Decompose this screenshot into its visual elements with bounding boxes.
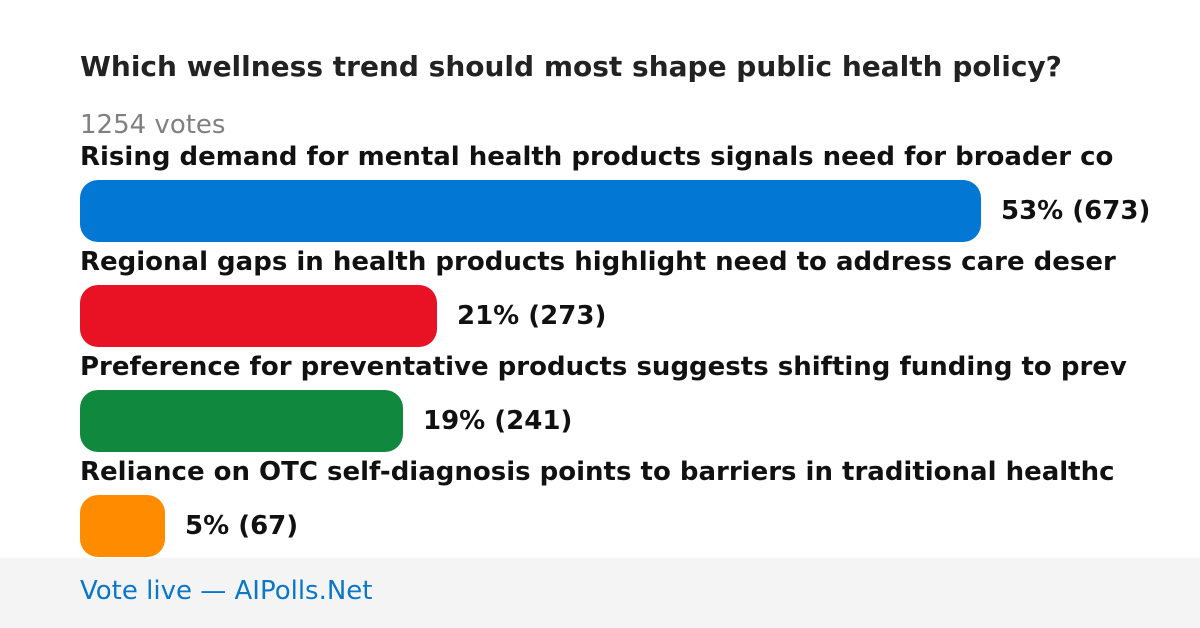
footer-bar: Vote live — AIPolls.Net: [0, 558, 1200, 628]
option-bar: [80, 285, 437, 347]
vote-count: 1254 votes: [80, 110, 226, 140]
option-label: Regional gaps in health products highlig…: [80, 247, 1116, 277]
option-result: 19% (241): [423, 406, 573, 436]
option-bar: [80, 390, 403, 452]
option-bar: [80, 495, 165, 557]
option-result: 5% (67): [185, 511, 299, 541]
option-label: Preference for preventative products sug…: [80, 352, 1127, 382]
poll-question: Which wellness trend should most shape p…: [80, 50, 1062, 83]
option-result: 53% (673): [1001, 196, 1151, 226]
option-label: Reliance on OTC self-diagnosis points to…: [80, 457, 1115, 487]
option-result: 21% (273): [457, 301, 607, 331]
vote-live-link[interactable]: Vote live — AIPolls.Net: [80, 576, 373, 606]
option-label: Rising demand for mental health products…: [80, 142, 1114, 172]
option-bar: [80, 180, 981, 242]
